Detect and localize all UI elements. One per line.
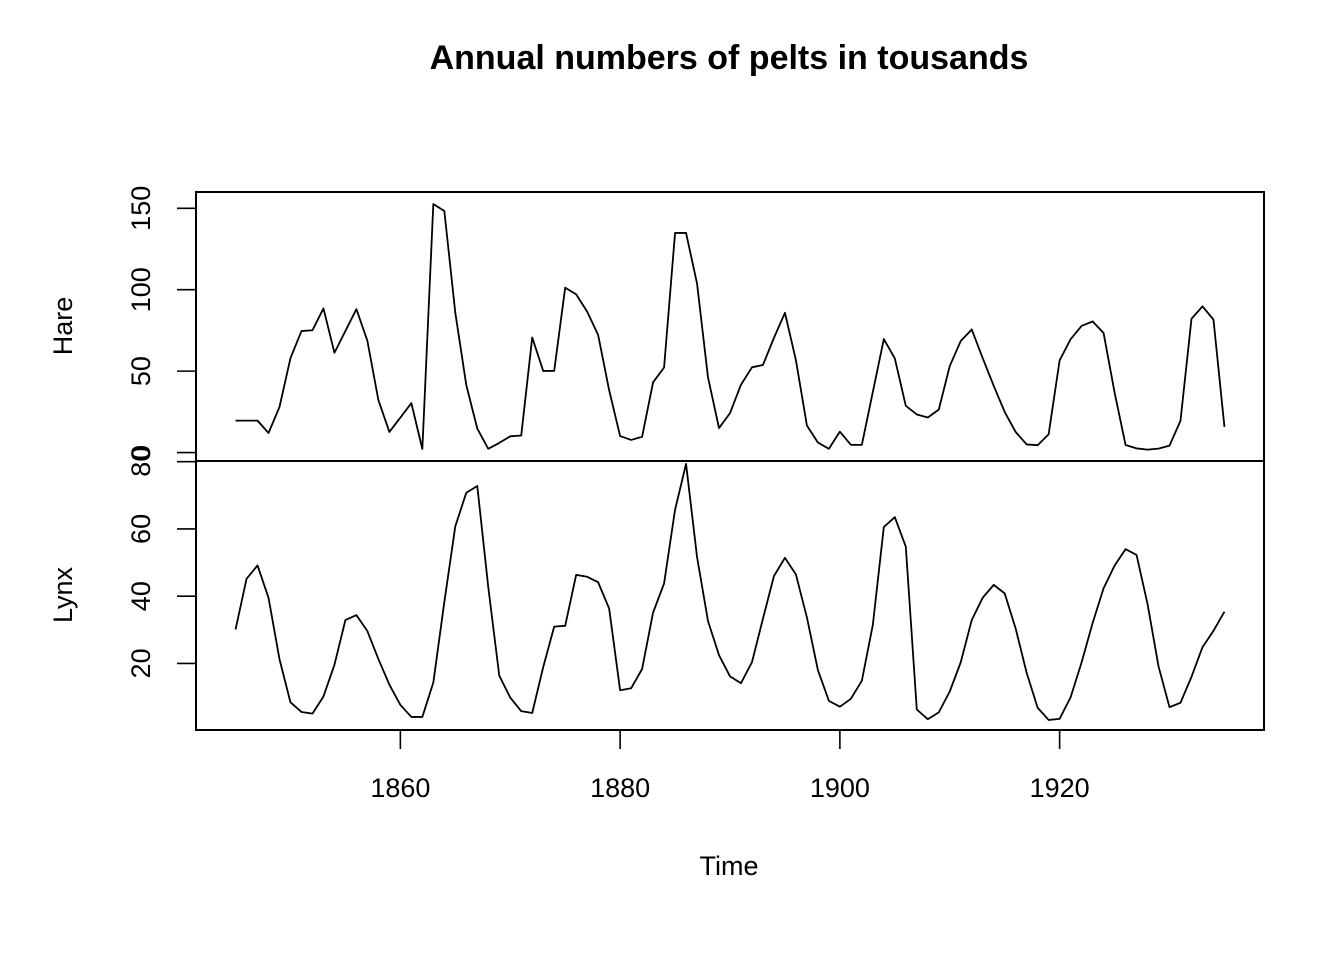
hare-y-axis: 0 50 100 150	[126, 186, 196, 460]
lynx-y-tick-label: 60	[126, 514, 156, 544]
lynx-y-tick-label: 20	[126, 648, 156, 678]
x-tick-label: 1900	[810, 773, 870, 803]
hare-y-tick-label: 150	[126, 186, 156, 231]
lynx-y-tick-label: 40	[126, 581, 156, 611]
x-axis-label: Time	[700, 851, 759, 881]
lynx-y-tick-label: 80	[126, 447, 156, 477]
chart-title: Annual numbers of pelts in tousands	[430, 39, 1029, 77]
hare-y-axis-label: Hare	[48, 297, 78, 356]
lynx-data-points	[234, 462, 1226, 721]
x-tick-label: 1920	[1030, 773, 1090, 803]
hare-y-tick-label: 50	[126, 356, 156, 386]
hare-y-tick-label: 100	[126, 267, 156, 312]
x-tick-label: 1860	[370, 773, 430, 803]
lynx-y-axis: 20 40 60 80	[126, 447, 196, 678]
hare-y-tick-label: 0	[126, 445, 156, 460]
hare-plot-frame	[195, 191, 1265, 462]
lynx-series-line	[234, 462, 1226, 721]
hare-panel: 0 50 100 150 Hare	[48, 186, 1265, 462]
lynx-panel: 20 40 60 80 Lynx	[48, 447, 1265, 731]
lynx-y-axis-label: Lynx	[48, 566, 78, 623]
x-tick-label: 1880	[590, 773, 650, 803]
hare-series-line	[235, 203, 1226, 451]
x-axis: 1860 1880 1900 1920	[370, 729, 1090, 803]
lynx-plot-frame	[195, 460, 1265, 731]
